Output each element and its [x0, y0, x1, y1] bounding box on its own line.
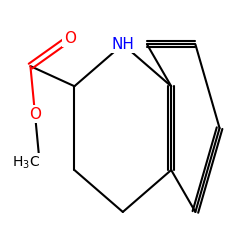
- Text: O: O: [64, 30, 76, 46]
- Text: NH: NH: [111, 37, 134, 52]
- Text: H$_3$C: H$_3$C: [12, 154, 40, 171]
- Text: O: O: [29, 107, 41, 122]
